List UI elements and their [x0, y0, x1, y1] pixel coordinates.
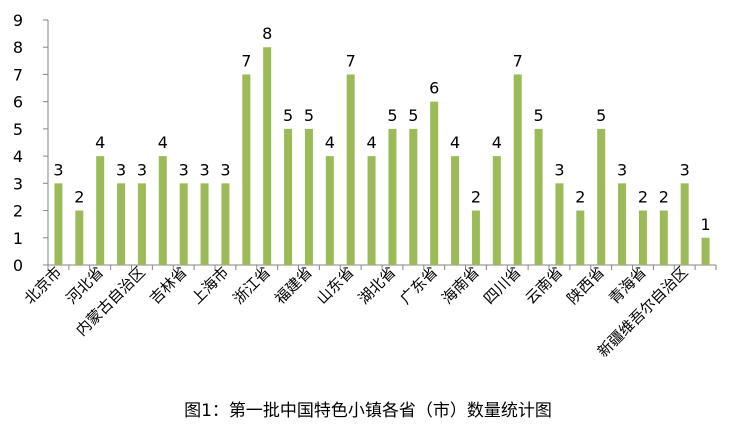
bar	[325, 156, 334, 265]
data-label: 4	[158, 133, 168, 152]
bar	[576, 210, 585, 265]
data-label: 1	[700, 215, 710, 234]
data-label: 4	[95, 133, 105, 152]
bar	[263, 47, 272, 265]
data-label: 3	[199, 160, 209, 179]
data-label: 5	[408, 106, 418, 125]
data-label: 2	[659, 188, 669, 207]
data-label: 2	[471, 188, 481, 207]
data-label: 4	[325, 133, 335, 152]
y-tick-label: 4	[13, 147, 23, 166]
data-label: 6	[429, 79, 439, 98]
bars-group	[54, 47, 710, 266]
data-label: 3	[53, 160, 63, 179]
y-tick-label: 8	[13, 38, 23, 57]
bar	[680, 183, 689, 265]
y-tick-label: 9	[13, 11, 23, 30]
bar	[430, 101, 439, 266]
bar	[388, 128, 397, 265]
bar	[659, 210, 668, 265]
y-tick-label: 7	[13, 65, 23, 84]
bar	[304, 128, 313, 265]
bar	[618, 183, 627, 265]
data-label: 7	[241, 51, 251, 70]
data-label: 5	[283, 106, 293, 125]
data-label: 7	[513, 51, 523, 70]
bar	[96, 156, 105, 265]
bar	[492, 156, 501, 265]
y-tick-label: 1	[13, 229, 23, 248]
y-tick-label: 5	[13, 120, 23, 139]
bar	[179, 183, 188, 265]
bar	[158, 156, 167, 265]
bar	[534, 128, 543, 265]
data-label: 5	[304, 106, 314, 125]
y-tick-label: 3	[13, 174, 23, 193]
y-tick-label: 2	[13, 202, 23, 221]
chart-caption: 图1：第一批中国特色小镇各省（市）数量统计图	[184, 401, 552, 421]
bar	[117, 183, 126, 265]
data-label: 3	[617, 160, 627, 179]
data-label: 5	[596, 106, 606, 125]
data-label: 3	[680, 160, 690, 179]
bar	[451, 156, 460, 265]
bar	[242, 74, 251, 265]
data-label: 3	[137, 160, 147, 179]
data-label: 3	[220, 160, 230, 179]
data-label: 7	[346, 51, 356, 70]
bar	[346, 74, 355, 265]
data-label: 5	[533, 106, 543, 125]
bar	[54, 183, 63, 265]
data-label: 3	[116, 160, 126, 179]
bar	[638, 210, 647, 265]
category-labels-group: 北京市河北省内蒙古自治区吉林省上海市浙江省福建省山东省湖北省广东省海南省四川省云…	[21, 263, 692, 361]
bar	[701, 237, 710, 265]
bar	[409, 128, 418, 265]
data-label: 8	[262, 24, 272, 43]
x-category-label: 北京市	[21, 263, 66, 308]
y-tick-label: 6	[13, 93, 23, 112]
data-label: 4	[492, 133, 502, 152]
bar	[75, 210, 84, 265]
y-tick-label: 0	[13, 256, 23, 275]
bar	[200, 183, 209, 265]
data-label: 2	[638, 188, 648, 207]
data-label: 5	[387, 106, 397, 125]
bar	[513, 74, 522, 265]
data-label: 4	[450, 133, 460, 152]
data-label: 3	[179, 160, 189, 179]
bar	[471, 210, 480, 265]
data-label: 3	[554, 160, 564, 179]
bar	[221, 183, 230, 265]
bar	[284, 128, 293, 265]
data-label: 2	[74, 188, 84, 207]
data-label: 2	[575, 188, 585, 207]
bar	[367, 156, 376, 265]
bar	[555, 183, 564, 265]
bar	[137, 183, 146, 265]
bar	[597, 128, 606, 265]
data-label: 4	[366, 133, 376, 152]
